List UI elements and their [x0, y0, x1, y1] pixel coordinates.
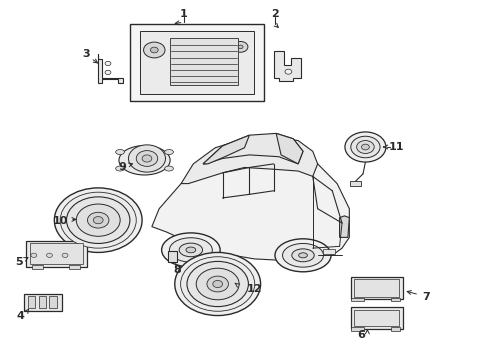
Text: 1: 1: [179, 9, 187, 19]
Text: 11: 11: [388, 142, 404, 152]
Bar: [30, 243, 82, 264]
Bar: [28, 296, 35, 309]
Text: 9: 9: [119, 162, 126, 172]
Circle shape: [128, 145, 165, 172]
Circle shape: [143, 42, 164, 58]
Circle shape: [136, 150, 158, 166]
Bar: [350, 327, 364, 331]
Bar: [130, 24, 264, 101]
Circle shape: [233, 41, 247, 52]
Bar: [69, 265, 80, 269]
Text: 7: 7: [421, 292, 429, 302]
Ellipse shape: [169, 238, 212, 262]
Ellipse shape: [164, 149, 173, 154]
Text: 2: 2: [270, 9, 278, 19]
Ellipse shape: [282, 243, 323, 267]
Polygon shape: [339, 216, 348, 237]
Circle shape: [105, 70, 111, 75]
Circle shape: [180, 257, 254, 311]
Circle shape: [54, 188, 142, 252]
Bar: [350, 277, 403, 299]
Ellipse shape: [274, 239, 330, 272]
Ellipse shape: [161, 233, 220, 267]
Polygon shape: [98, 54, 122, 83]
Circle shape: [62, 253, 68, 257]
Circle shape: [350, 136, 379, 158]
Circle shape: [206, 276, 228, 292]
Circle shape: [87, 212, 109, 228]
Polygon shape: [203, 135, 249, 164]
Polygon shape: [203, 134, 303, 164]
Polygon shape: [276, 134, 303, 164]
Circle shape: [105, 61, 111, 66]
Bar: [390, 298, 399, 301]
Circle shape: [356, 140, 373, 153]
Text: 5: 5: [16, 257, 23, 267]
Text: 6: 6: [357, 330, 365, 340]
Circle shape: [238, 45, 243, 49]
Bar: [26, 241, 87, 267]
Circle shape: [93, 217, 103, 224]
Text: 4: 4: [16, 311, 24, 320]
Bar: [322, 249, 334, 253]
Circle shape: [142, 155, 152, 162]
Bar: [390, 327, 399, 331]
Bar: [350, 307, 403, 329]
Text: 10: 10: [52, 216, 68, 226]
Circle shape: [150, 47, 158, 53]
Circle shape: [66, 197, 130, 243]
Circle shape: [344, 132, 385, 162]
Circle shape: [76, 204, 120, 236]
Circle shape: [285, 69, 291, 74]
Polygon shape: [181, 137, 317, 184]
Circle shape: [212, 280, 222, 288]
Circle shape: [31, 253, 37, 257]
Text: 12: 12: [246, 284, 262, 294]
Bar: [167, 251, 176, 262]
Circle shape: [186, 261, 248, 307]
Ellipse shape: [116, 166, 124, 171]
Bar: [350, 298, 364, 301]
Polygon shape: [273, 51, 300, 81]
Ellipse shape: [119, 145, 170, 175]
Bar: [353, 279, 398, 297]
Text: 8: 8: [173, 265, 181, 275]
Text: 3: 3: [82, 49, 90, 59]
Ellipse shape: [291, 249, 314, 262]
Bar: [169, 39, 238, 85]
Bar: [353, 310, 398, 326]
Ellipse shape: [298, 253, 307, 258]
Ellipse shape: [185, 247, 195, 253]
Bar: [24, 294, 62, 311]
Bar: [39, 296, 46, 309]
Polygon shape: [152, 146, 348, 261]
Circle shape: [46, 253, 52, 257]
Ellipse shape: [116, 149, 124, 154]
Circle shape: [196, 268, 239, 300]
Bar: [140, 31, 254, 94]
Circle shape: [361, 144, 368, 150]
Bar: [32, 265, 43, 269]
Bar: [49, 296, 57, 309]
Bar: [349, 181, 360, 186]
Circle shape: [60, 192, 136, 248]
Ellipse shape: [179, 243, 202, 257]
Ellipse shape: [164, 166, 173, 171]
Circle shape: [174, 252, 260, 316]
